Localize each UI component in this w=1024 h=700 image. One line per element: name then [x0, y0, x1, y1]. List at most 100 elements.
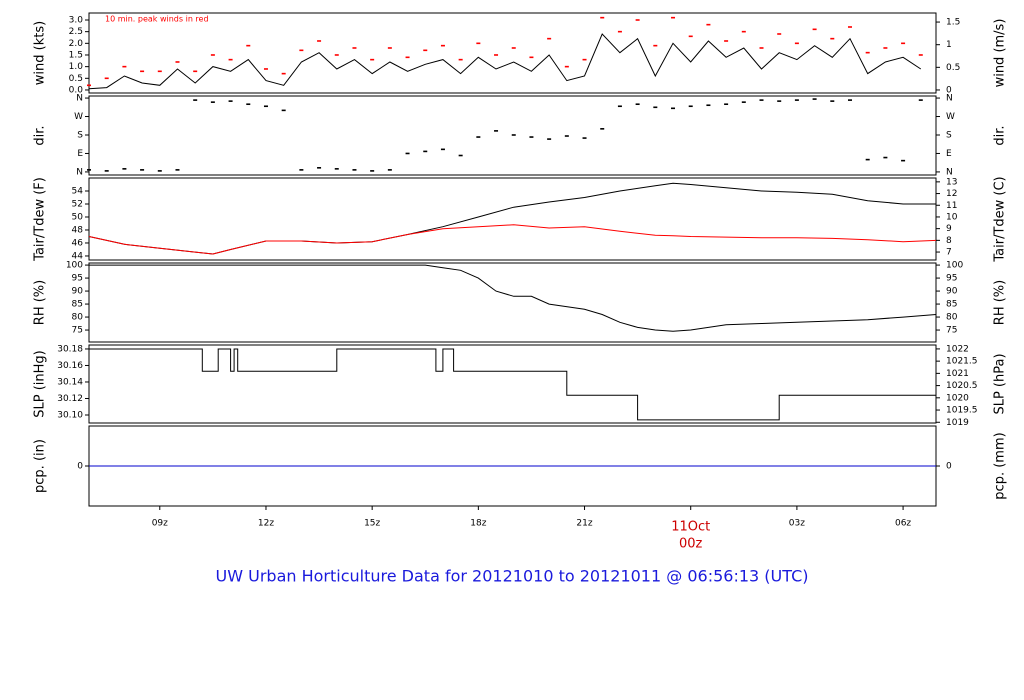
y-tick-label: 80 — [72, 313, 84, 323]
y2-tick-label: 95 — [946, 274, 957, 284]
data-point — [653, 106, 658, 109]
y-axis-label: dir. — [33, 125, 48, 145]
data-point — [511, 134, 516, 136]
data-point — [263, 68, 268, 70]
data-point — [724, 103, 729, 106]
data-point — [87, 84, 91, 87]
y-axis-label: pcp. (in) — [33, 439, 48, 493]
data-point — [246, 44, 251, 47]
data-point — [122, 65, 127, 68]
y2-tick-label: 1021 — [946, 369, 969, 379]
y2-tick-label: 0 — [946, 462, 952, 472]
y2-tick-label: 1019.5 — [946, 406, 978, 416]
data-point — [423, 49, 428, 52]
annotation: 10 min. peak winds in red — [105, 15, 209, 24]
y2-tick-label: 1.5 — [946, 18, 960, 28]
y-tick-label: N — [76, 167, 83, 177]
data-point — [423, 150, 428, 153]
data-point — [405, 56, 410, 59]
data-point — [104, 170, 109, 172]
data-point — [87, 169, 91, 171]
data-point — [794, 42, 799, 45]
data-point — [440, 148, 445, 151]
panel-frame — [88, 344, 937, 424]
data-point — [494, 130, 499, 132]
y2-tick-label: 80 — [946, 313, 958, 323]
data-point — [600, 128, 605, 130]
data-point — [671, 16, 676, 19]
data-point — [210, 101, 215, 103]
data-point — [777, 100, 782, 102]
data-point — [635, 19, 640, 21]
data-point — [600, 16, 605, 19]
data-point — [706, 104, 711, 107]
data-point — [741, 101, 746, 103]
y-tick-label: 1.5 — [69, 50, 83, 60]
y-tick-label: 48 — [72, 225, 84, 235]
data-point — [228, 100, 233, 102]
data-point — [865, 158, 870, 161]
x-tick-label: 12z — [258, 519, 274, 529]
y2-tick-label: W — [946, 112, 955, 122]
data-point — [653, 44, 658, 47]
y2-axis-label: wind (m/s) — [993, 19, 1008, 88]
data-point — [440, 44, 445, 47]
data-point — [529, 136, 534, 138]
y2-tick-label: 11 — [946, 201, 957, 211]
y-tick-label: W — [74, 112, 83, 122]
data-point — [334, 168, 339, 170]
y2-tick-label: E — [946, 149, 952, 159]
panel-frame — [88, 12, 937, 94]
y2-axis-label: pcp. (mm) — [993, 432, 1008, 499]
y-tick-label: S — [77, 130, 83, 140]
data-point — [812, 98, 817, 100]
data-line — [89, 264, 937, 332]
y2-tick-label: 90 — [946, 287, 958, 297]
data-point — [193, 70, 198, 73]
chart-title: UW Urban Horticulture Data for 20121010 … — [216, 567, 809, 586]
x-tick-label: 21z — [576, 519, 592, 529]
data-point — [263, 105, 268, 108]
y2-tick-label: N — [946, 167, 953, 177]
y-tick-label: 90 — [72, 287, 84, 297]
y2-tick-label: 7 — [946, 248, 952, 258]
y2-tick-label: 1022 — [946, 344, 969, 354]
y2-tick-label: 10 — [946, 212, 958, 222]
data-point — [830, 37, 835, 40]
y-tick-label: 46 — [72, 238, 84, 248]
panel-frame — [88, 177, 937, 261]
data-point — [458, 58, 463, 61]
y-tick-label: 30.12 — [57, 394, 83, 404]
y2-tick-label: 1020.5 — [946, 381, 978, 391]
y2-tick-label: 8 — [946, 236, 952, 246]
data-point — [617, 30, 622, 33]
data-point — [157, 70, 162, 73]
data-point — [140, 70, 145, 73]
data-point — [865, 51, 870, 54]
data-point — [476, 42, 481, 45]
data-point — [759, 99, 764, 101]
data-point — [334, 54, 339, 56]
y2-tick-label: 100 — [946, 261, 963, 271]
data-point — [299, 169, 304, 171]
data-point — [847, 26, 852, 28]
y2-tick-label: 1020 — [946, 393, 969, 403]
y-axis-label: SLP (inHg) — [33, 350, 48, 418]
y2-tick-label: S — [946, 130, 952, 140]
data-point — [246, 103, 251, 106]
y-tick-label: N — [76, 94, 83, 104]
data-point — [564, 65, 569, 68]
data-point — [511, 47, 516, 49]
data-line — [88, 182, 936, 255]
y-tick-label: 0.5 — [69, 74, 83, 84]
y2-tick-label: N — [946, 94, 953, 104]
y2-tick-label: 0.5 — [946, 63, 960, 73]
y-tick-label: 75 — [72, 326, 83, 336]
data-point — [157, 170, 162, 172]
data-point — [210, 54, 215, 56]
y-tick-label: 30.18 — [57, 344, 83, 354]
x-tick-label: 03z — [789, 519, 805, 529]
y-axis-label: Tair/Tdew (F) — [33, 177, 48, 262]
panel-frame — [88, 95, 937, 176]
data-line — [88, 33, 922, 90]
